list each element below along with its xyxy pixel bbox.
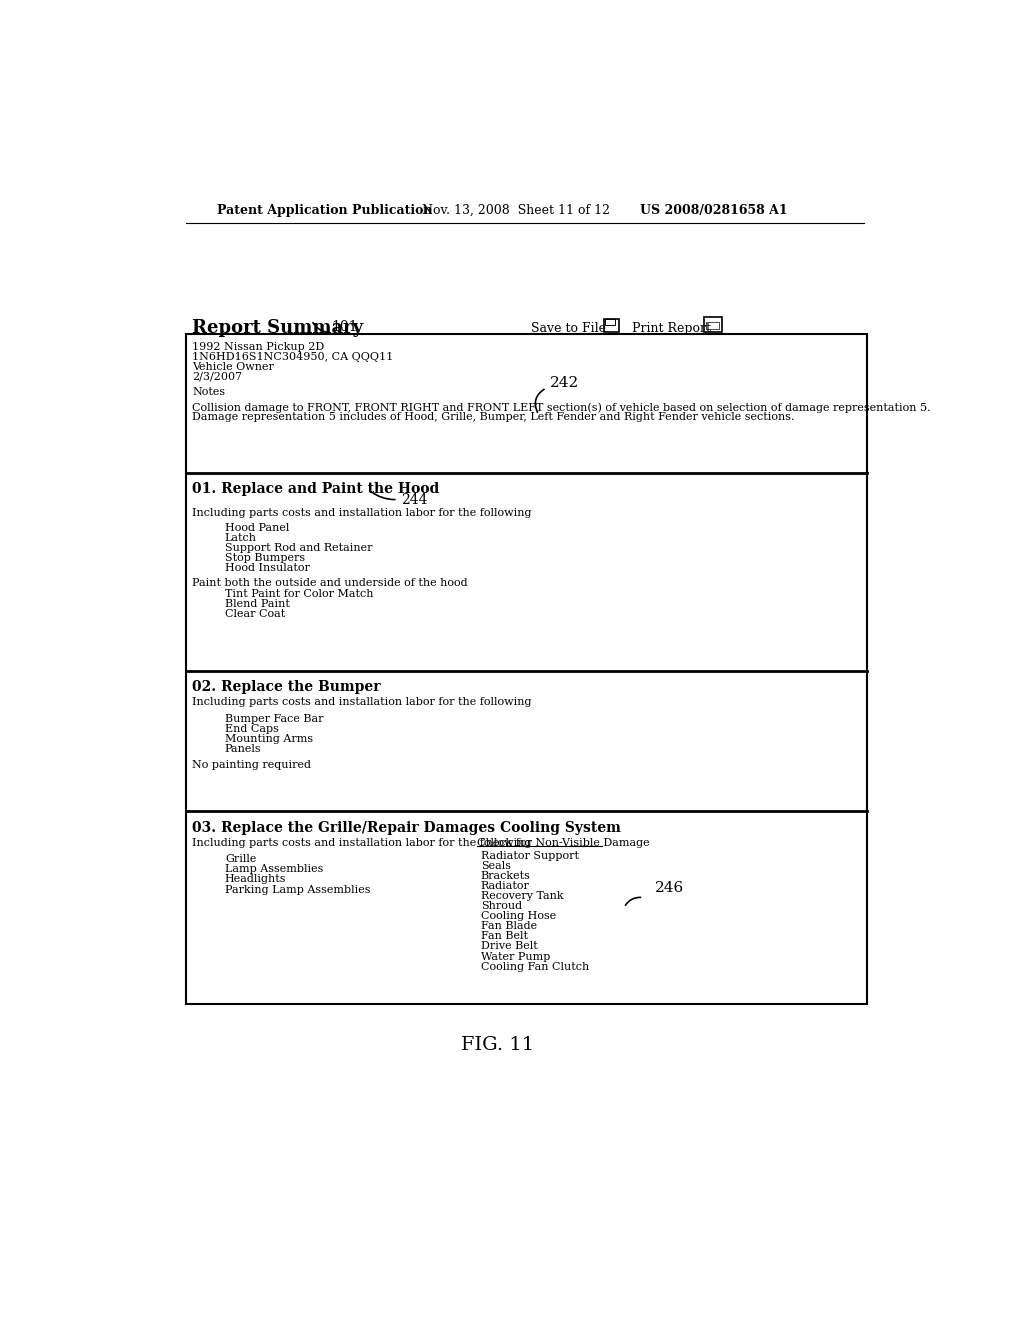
Text: Damage representation 5 includes of Hood, Grille, Bumper, Left Fender and Right : Damage representation 5 includes of Hood… bbox=[193, 412, 795, 422]
Text: Water Pump: Water Pump bbox=[480, 952, 550, 961]
Text: 244: 244 bbox=[400, 494, 427, 507]
Text: Tint Paint for Color Match: Tint Paint for Color Match bbox=[225, 589, 374, 599]
Text: Notes: Notes bbox=[193, 387, 225, 397]
Bar bbox=[707, 322, 719, 330]
Text: 03. Replace the Grille/Repair Damages Cooling System: 03. Replace the Grille/Repair Damages Co… bbox=[193, 821, 622, 834]
Bar bbox=[604, 319, 620, 333]
Text: Fan Blade: Fan Blade bbox=[480, 921, 537, 932]
Text: Support Rod and Retainer: Support Rod and Retainer bbox=[225, 544, 373, 553]
Bar bbox=[605, 319, 614, 326]
Text: Clear Coat: Clear Coat bbox=[225, 609, 285, 619]
Text: Parking Lamp Assemblies: Parking Lamp Assemblies bbox=[225, 884, 371, 895]
Bar bbox=[703, 317, 722, 333]
Text: Including parts costs and installation labor for the following: Including parts costs and installation l… bbox=[193, 508, 531, 517]
Text: Patent Application Publication: Patent Application Publication bbox=[217, 205, 432, 218]
Text: End Caps: End Caps bbox=[225, 723, 279, 734]
Text: Collision damage to FRONT, FRONT RIGHT and FRONT LEFT section(s) of vehicle base: Collision damage to FRONT, FRONT RIGHT a… bbox=[193, 403, 931, 413]
Text: Vehicle Owner: Vehicle Owner bbox=[193, 362, 274, 372]
Text: Blend Paint: Blend Paint bbox=[225, 599, 290, 609]
Text: US 2008/0281658 A1: US 2008/0281658 A1 bbox=[640, 205, 787, 218]
Text: Lamp Assemblies: Lamp Assemblies bbox=[225, 865, 324, 874]
Text: 2/3/2007: 2/3/2007 bbox=[193, 372, 243, 381]
Text: Headlights: Headlights bbox=[225, 874, 287, 884]
Text: 242: 242 bbox=[550, 376, 580, 391]
Text: Print Report: Print Report bbox=[632, 322, 711, 335]
Text: Stop Bumpers: Stop Bumpers bbox=[225, 553, 305, 564]
Text: 02. Replace the Bumper: 02. Replace the Bumper bbox=[193, 681, 381, 694]
Text: Mounting Arms: Mounting Arms bbox=[225, 734, 313, 743]
Text: 1N6HD16S1NC304950, CA QQQ11: 1N6HD16S1NC304950, CA QQQ11 bbox=[193, 351, 393, 362]
Text: Report Summary: Report Summary bbox=[191, 318, 362, 337]
Text: Save to File: Save to File bbox=[531, 322, 606, 335]
Bar bbox=[186, 334, 866, 1003]
Text: Cooling Hose: Cooling Hose bbox=[480, 911, 556, 921]
Text: 246: 246 bbox=[655, 882, 684, 895]
Text: Including parts costs and installation labor for the following: Including parts costs and installation l… bbox=[193, 697, 531, 708]
Text: Hood Panel: Hood Panel bbox=[225, 524, 289, 533]
Text: Recovery Tank: Recovery Tank bbox=[480, 891, 563, 902]
Text: Cooling Fan Clutch: Cooling Fan Clutch bbox=[480, 961, 589, 972]
Text: Fan Belt: Fan Belt bbox=[480, 932, 527, 941]
Text: Bumper Face Bar: Bumper Face Bar bbox=[225, 714, 324, 723]
Text: Seals: Seals bbox=[480, 862, 511, 871]
Text: 1992 Nissan Pickup 2D: 1992 Nissan Pickup 2D bbox=[193, 342, 325, 351]
Text: Shroud: Shroud bbox=[480, 902, 522, 911]
Text: Latch: Latch bbox=[225, 533, 257, 544]
Text: Radiator Support: Radiator Support bbox=[480, 851, 579, 862]
Text: Brackets: Brackets bbox=[480, 871, 530, 882]
Text: FIG. 11: FIG. 11 bbox=[461, 1036, 535, 1055]
Text: Nov. 13, 2008  Sheet 11 of 12: Nov. 13, 2008 Sheet 11 of 12 bbox=[423, 205, 610, 218]
Text: Radiator: Radiator bbox=[480, 882, 529, 891]
Text: Drive Belt: Drive Belt bbox=[480, 941, 538, 952]
Text: Panels: Panels bbox=[225, 743, 261, 754]
Text: No painting required: No painting required bbox=[193, 760, 311, 770]
Text: Check for Non-Visible Damage: Check for Non-Visible Damage bbox=[477, 837, 649, 847]
Text: 01. Replace and Paint the Hood: 01. Replace and Paint the Hood bbox=[193, 482, 439, 496]
Text: Including parts costs and installation labor for the following: Including parts costs and installation l… bbox=[193, 837, 531, 847]
Text: Paint both the outside and underside of the hood: Paint both the outside and underside of … bbox=[193, 578, 468, 587]
Text: Hood Insulator: Hood Insulator bbox=[225, 564, 309, 573]
Text: Grille: Grille bbox=[225, 854, 256, 865]
Text: 101: 101 bbox=[331, 321, 357, 334]
